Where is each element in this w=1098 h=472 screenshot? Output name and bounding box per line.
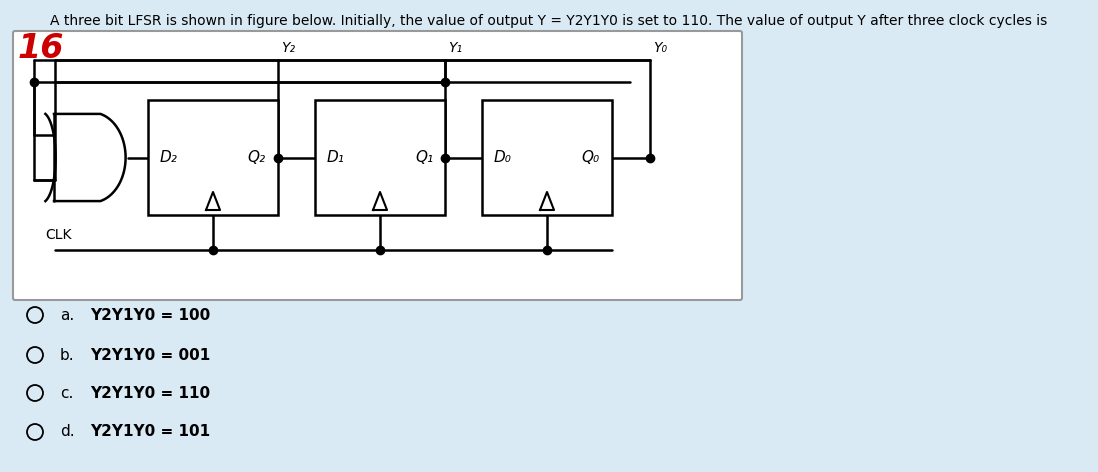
Text: Y₂: Y₂ bbox=[281, 41, 295, 55]
Text: Y₀: Y₀ bbox=[653, 41, 668, 55]
Text: Q₀: Q₀ bbox=[582, 150, 600, 165]
Text: 16: 16 bbox=[18, 32, 65, 65]
Text: D₁: D₁ bbox=[327, 150, 345, 165]
Text: CLK: CLK bbox=[45, 228, 71, 242]
Text: Y2Y1Y0 = 101: Y2Y1Y0 = 101 bbox=[90, 424, 210, 439]
Text: Y2Y1Y0 = 110: Y2Y1Y0 = 110 bbox=[90, 386, 210, 401]
Text: Q₂: Q₂ bbox=[248, 150, 266, 165]
Text: a.: a. bbox=[60, 307, 75, 322]
Text: D₂: D₂ bbox=[160, 150, 178, 165]
FancyBboxPatch shape bbox=[13, 31, 742, 300]
Text: A three bit LFSR is shown in figure below. Initially, the value of output Y = Y2: A three bit LFSR is shown in figure belo… bbox=[51, 14, 1047, 28]
Bar bbox=[148, 100, 278, 215]
Text: c.: c. bbox=[60, 386, 74, 401]
Bar bbox=[315, 100, 445, 215]
Text: Q₁: Q₁ bbox=[415, 150, 433, 165]
Text: Y2Y1Y0 = 100: Y2Y1Y0 = 100 bbox=[90, 307, 210, 322]
Bar bbox=[482, 100, 612, 215]
Text: d.: d. bbox=[60, 424, 75, 439]
Text: b.: b. bbox=[60, 347, 75, 362]
Text: D₀: D₀ bbox=[494, 150, 512, 165]
Text: Y₁: Y₁ bbox=[448, 41, 462, 55]
Text: Y2Y1Y0 = 001: Y2Y1Y0 = 001 bbox=[90, 347, 210, 362]
